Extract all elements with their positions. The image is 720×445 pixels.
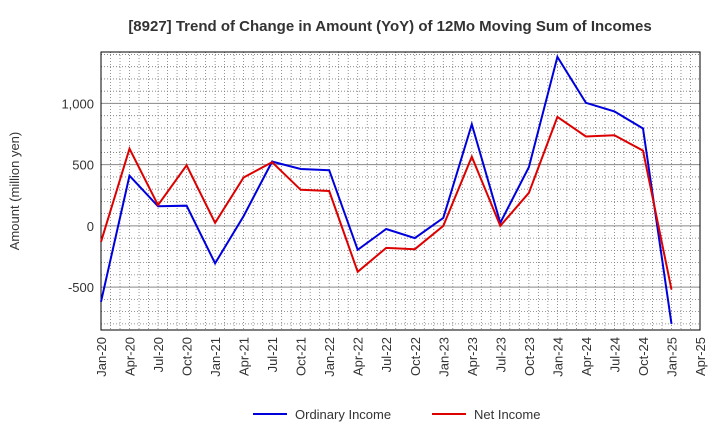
x-tick-label: Apr-25 [693, 337, 708, 376]
series-line-net-income [100, 115, 673, 290]
x-tick-label: Apr-24 [579, 337, 594, 376]
x-tick-label: Jan-22 [322, 337, 337, 377]
x-tick-label: Oct-24 [636, 337, 651, 376]
x-tick-label: Oct-21 [294, 337, 309, 376]
x-tick-label: Jul-24 [607, 337, 622, 372]
x-tick-labels: Jan-20 Apr-20 Jul-20 Oct-20 Jan-21 Apr-21 Jul-… [94, 337, 708, 377]
x-tick-label: Jan-21 [208, 337, 223, 377]
x-tick-label: Jan-20 [94, 337, 109, 377]
legend-label: Net Income [474, 407, 540, 422]
y-axis-label: Amount (million yen) [7, 132, 22, 251]
x-tick-label: Apr-21 [237, 337, 252, 376]
x-tick-label: Oct-23 [522, 337, 537, 376]
chart-title: [8927] Trend of Change in Amount (YoY) o… [128, 18, 651, 35]
grid [101, 52, 700, 330]
y-tick-labels: -500 0 500 1,000 [61, 96, 94, 295]
y-tick-label: 1,000 [61, 96, 94, 111]
y-tick-label: 0 [87, 219, 94, 234]
x-tick-label: Jan-24 [550, 337, 565, 377]
x-tick-label: Oct-22 [408, 337, 423, 376]
x-tick-label: Oct-20 [180, 337, 195, 376]
x-tick-label: Jan-25 [664, 337, 679, 377]
y-tick-label: 500 [72, 158, 94, 173]
legend-label: Ordinary Income [295, 407, 391, 422]
series-lines [100, 54, 673, 325]
x-tick-label: Apr-20 [123, 337, 138, 376]
x-tick-label: Jul-22 [379, 337, 394, 372]
x-tick-label: Jan-23 [436, 337, 451, 377]
axes [100, 51, 701, 331]
y-tick-label: -500 [68, 280, 94, 295]
x-tick-label: Jul-20 [151, 337, 166, 372]
x-tick-label: Apr-23 [465, 337, 480, 376]
plot-frame [100, 51, 701, 331]
x-tick-label: Apr-22 [351, 337, 366, 376]
series-line-ordinary-income [100, 54, 673, 325]
x-tick-label: Jul-23 [493, 337, 508, 372]
legend: Ordinary Income Net Income [253, 407, 540, 422]
x-tick-label: Jul-21 [265, 337, 280, 372]
